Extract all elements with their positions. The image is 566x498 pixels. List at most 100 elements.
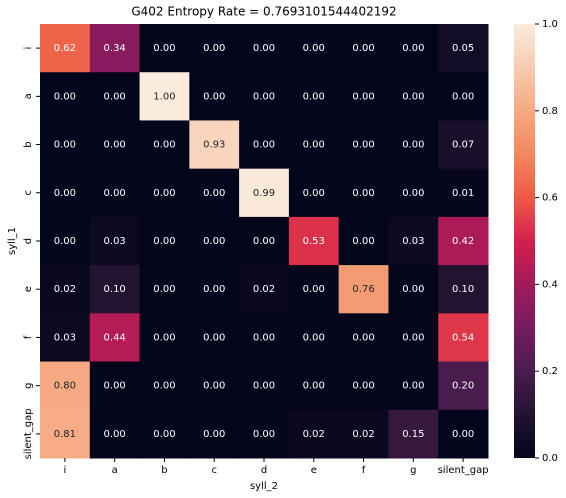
heatmap-cell [239,361,290,411]
heatmap-cell [40,72,91,121]
x-tick-label: d [261,465,267,476]
cell-label: 0.10 [104,284,126,295]
heatmap-cell [438,120,489,170]
heatmap-cell [288,313,340,363]
cell-label: 0.00 [303,140,325,151]
heatmap-cell [189,72,240,121]
y-tick-label: g [23,382,34,388]
heatmap-cell [438,24,489,73]
heatmap-cell [438,313,489,363]
heatmap-cell [189,361,240,411]
heatmap-cell [89,313,141,363]
cell-label: 0.93 [203,140,225,151]
heatmap-cell [139,409,190,459]
cell-label: 0.15 [402,429,424,440]
cell-label: 0.00 [352,91,374,102]
heatmap-cell [89,265,141,314]
colorbar-tick-label: 0.4 [542,279,558,290]
y-tick-label: d [23,238,34,244]
cell-label: 0.00 [153,188,175,199]
cell-label: 0.00 [452,429,474,440]
cell-label: 0.03 [54,332,76,343]
chart-title: G402 Entropy Rate = 0.7693101544402192 [131,5,396,19]
x-tick-label: b [161,465,167,476]
y-tick-label: e [23,286,34,292]
cell-label: 0.00 [203,91,225,102]
heatmap-cell [239,168,290,218]
cell-label: 0.00 [153,236,175,247]
cell-label: 0.00 [303,43,325,54]
cell-label: 0.00 [352,140,374,151]
heatmap-cell [338,313,389,363]
heatmap-cell [89,409,141,459]
heatmap-cell [288,168,340,218]
cell-label: 0.00 [104,91,126,102]
cell-label: 0.00 [253,381,275,392]
cell-label: 0.00 [153,43,175,54]
heatmap-cell [438,216,489,266]
heatmap-cell [40,265,91,314]
cell-label: 0.10 [452,284,474,295]
heatmap-cell [139,120,190,170]
cell-label: 0.01 [452,188,474,199]
cell-label: 0.00 [402,381,424,392]
heatmap-cell [338,409,389,459]
heatmap-cell [388,216,439,266]
cell-label: 0.00 [402,91,424,102]
heatmap-cell [338,361,389,411]
heatmap-cell [40,120,91,170]
colorbar-tick-label: 1.0 [542,19,558,30]
cell-label: 0.00 [402,284,424,295]
heatmap-cell [438,361,489,411]
heatmap-cell [438,72,489,121]
cell-label: 0.00 [352,332,374,343]
y-tick-label: a [23,93,34,99]
x-tick-label: f [362,465,366,476]
heatmap-cell [139,168,190,218]
x-tick-label: silent_gap [438,465,489,476]
heatmap-cell [40,24,91,73]
cell-label: 1.00 [153,91,175,102]
heatmap-cell [139,313,190,363]
heatmap-cell [89,120,141,170]
heatmap-cell [239,409,290,459]
cell-label: 0.81 [54,429,76,440]
cell-label: 0.00 [402,140,424,151]
cell-label: 0.00 [153,381,175,392]
heatmap-cell [288,409,340,459]
heatmap-cell [288,216,340,266]
cell-label: 0.80 [54,381,76,392]
heatmap-cell [338,120,389,170]
cell-label: 0.00 [203,332,225,343]
heatmap-cell [388,361,439,411]
cell-label: 0.00 [402,43,424,54]
x-axis-label: syll_2 [250,481,278,492]
heatmap-cell [338,216,389,266]
heatmap-cell [189,313,240,363]
y-axis-label: syll_1 [7,227,18,255]
cell-label: 0.00 [54,140,76,151]
heatmap-cell [239,24,290,73]
heatmap-cell [40,168,91,218]
heatmap-cell [438,409,489,459]
cell-label: 0.00 [203,381,225,392]
heatmap-cell [189,265,240,314]
cell-label: 0.00 [104,429,126,440]
heatmap-cell [438,265,489,314]
cell-label: 0.00 [352,381,374,392]
heatmap-cell [388,265,439,314]
cell-label: 0.00 [54,236,76,247]
heatmap-cell [239,265,290,314]
cell-label: 0.99 [253,188,275,199]
cell-label: 0.42 [452,236,474,247]
x-tick-label: c [211,465,217,476]
cell-label: 0.00 [352,236,374,247]
heatmap-cell [388,72,439,121]
cell-label: 0.00 [253,332,275,343]
cell-label: 0.44 [104,332,126,343]
heatmap-cell [388,168,439,218]
heatmap-cell [338,265,389,314]
cell-label: 0.05 [452,43,474,54]
cell-label: 0.00 [253,236,275,247]
cell-label: 0.62 [54,43,76,54]
